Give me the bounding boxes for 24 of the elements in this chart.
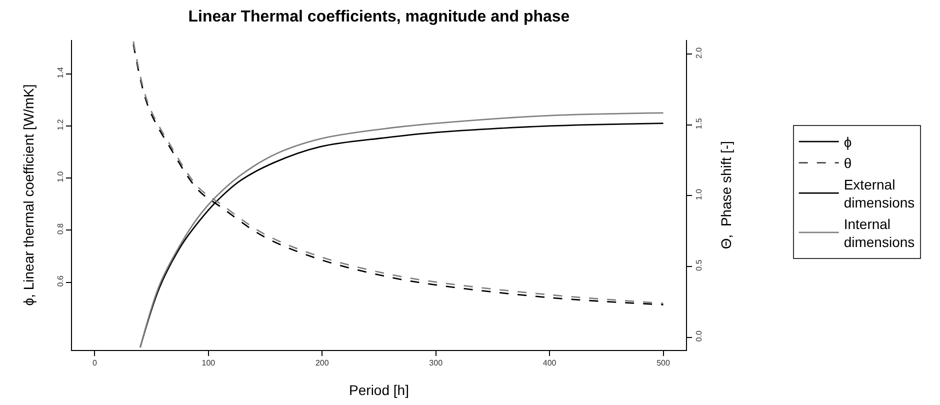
x-tick-label: 0 [92, 358, 98, 368]
legend-label: Internal dimensions [844, 216, 915, 250]
y-tick-label: 1.0 [56, 170, 65, 182]
y2-tick-label: 1.0 [694, 188, 704, 200]
y2-tick-label: 0.0 [694, 330, 704, 342]
y-tick-label: 0.8 [56, 222, 65, 235]
y2-tick-label: 1.5 [694, 118, 704, 130]
y-axis-title: ϕ, Linear thermal coefficient [W/mK] [20, 84, 36, 306]
x-tick-label: 400 [542, 358, 557, 368]
x-tick-label: 300 [429, 358, 444, 368]
x-tick-label: 200 [315, 358, 330, 368]
y-tick-label: 0.6 [56, 274, 65, 287]
legend-label: ϕ [844, 134, 852, 150]
chart-title: Linear Thermal coefficients, magnitude and phase [188, 8, 570, 26]
x-tick-label: 100 [202, 358, 216, 368]
y-tick-label: 1.2 [56, 118, 65, 130]
x-axis-title: Period [h] [349, 382, 409, 398]
y-tick-label: 1.4 [56, 66, 65, 78]
x-tick-label: 500 [656, 358, 670, 368]
legend-label: External dimensions [844, 176, 915, 211]
y2-tick-label: 0.5 [694, 259, 704, 271]
legend-label: θ [844, 155, 852, 172]
y2-axis-title: Θ, Phase shift [-] [718, 140, 734, 250]
y2-tick-label: 2.0 [694, 46, 704, 59]
